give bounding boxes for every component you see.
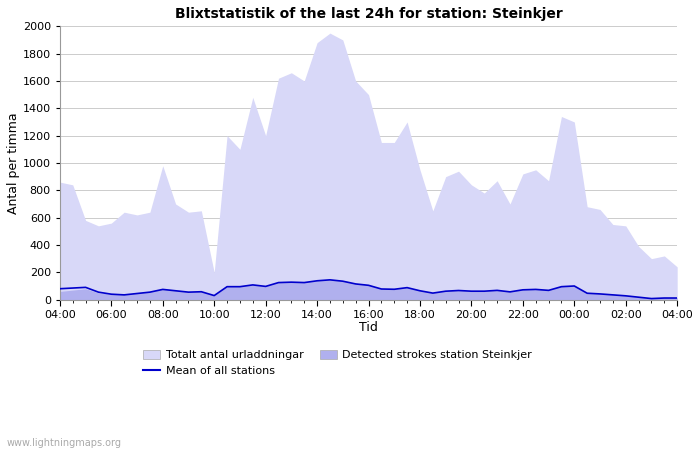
Title: Blixtstatistik of the last 24h for station: Steinkjer: Blixtstatistik of the last 24h for stati… [175,7,562,21]
Legend: Totalt antal urladdningar, Mean of all stations, Detected strokes station Steink: Totalt antal urladdningar, Mean of all s… [144,350,532,376]
Y-axis label: Antal per timma: Antal per timma [7,112,20,214]
Text: www.lightningmaps.org: www.lightningmaps.org [7,438,122,448]
X-axis label: Tid: Tid [359,321,378,334]
